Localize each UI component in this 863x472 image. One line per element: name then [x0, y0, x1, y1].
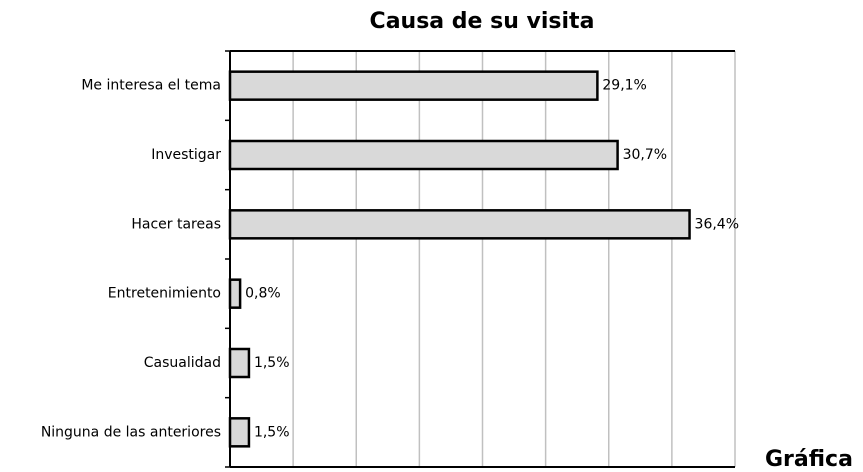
y-tick-label: Ninguna de las anteriores — [41, 424, 221, 440]
bar — [228, 347, 251, 379]
value-label: 29,1% — [602, 78, 646, 94]
y-tick-label: Hacer tareas — [131, 216, 221, 232]
y-tick-label: Me interesa el tema — [81, 78, 221, 94]
y-tick-label: Casualidad — [144, 355, 221, 371]
annotation: Gráfica — [765, 447, 853, 472]
y-tick-label: Investigar — [151, 147, 221, 163]
bar — [228, 278, 242, 309]
value-label: 0,8% — [245, 286, 281, 302]
value-label: 1,5% — [254, 424, 290, 440]
value-label: 36,4% — [695, 216, 739, 232]
chart-title: Causa de su visita — [370, 9, 595, 34]
value-label: 30,7% — [623, 147, 667, 163]
bar — [228, 70, 599, 101]
bar — [228, 209, 691, 240]
y-tick-label: Entretenimiento — [108, 286, 221, 302]
bar — [228, 139, 619, 171]
value-label: 1,5% — [254, 355, 290, 371]
bar — [228, 417, 251, 448]
